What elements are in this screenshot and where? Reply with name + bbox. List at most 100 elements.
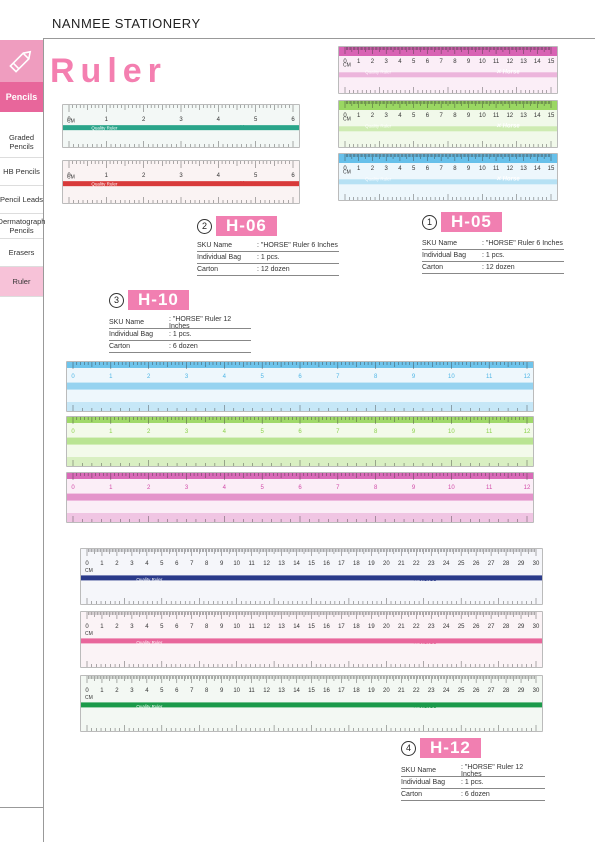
svg-text:23: 23 — [428, 688, 435, 694]
pencil-logo — [0, 40, 43, 82]
sidebar-item-graded-pencils[interactable]: Graded Pencils — [0, 127, 43, 158]
svg-text:6: 6 — [175, 624, 179, 630]
svg-text:8: 8 — [205, 624, 209, 630]
svg-text:0: 0 — [71, 374, 75, 380]
svg-text:4: 4 — [223, 374, 227, 380]
svg-text:1: 1 — [100, 561, 104, 567]
spec-key: SKU Name — [197, 242, 233, 249]
svg-text:Quality Ruler: Quality Ruler — [365, 177, 392, 182]
svg-text:11: 11 — [249, 624, 256, 630]
spec-key: Carton — [109, 343, 131, 350]
svg-text:3: 3 — [185, 485, 189, 491]
svg-text:12: 12 — [263, 688, 270, 694]
ruler-h12-green: 0 1 2 3 4 5 6 7 8 9 10 11 12 13 14 15 16 17 18 19 20 21 22 23 24… — [80, 675, 543, 732]
ruler-artwork: 0 1 2 3 4 5 6 7 8 9 10 11 12 — [67, 362, 533, 411]
svg-text:0: 0 — [343, 59, 347, 65]
svg-text:Quality Ruler: Quality Ruler — [91, 125, 118, 130]
svg-text:12: 12 — [263, 561, 270, 567]
product-code: H-05 — [441, 212, 502, 232]
svg-text:15: 15 — [308, 688, 315, 694]
svg-text:13: 13 — [520, 113, 527, 119]
ruler-h05-magenta: 0 1 2 3 4 5 6 7 8 9 10 11 12 13 14 15 CM Quality Ruler ✕ H… — [338, 46, 558, 94]
svg-text:Quality Ruler: Quality Ruler — [365, 70, 392, 75]
svg-text:10: 10 — [233, 688, 240, 694]
svg-text:9: 9 — [467, 113, 471, 119]
ruler-h10-green: 0 1 2 3 4 5 6 7 8 9 10 11 12 — [66, 416, 534, 467]
sidebar-item-erasers[interactable]: Erasers — [0, 239, 43, 267]
svg-text:2: 2 — [147, 485, 151, 491]
svg-text:4: 4 — [398, 113, 402, 119]
svg-text:19: 19 — [368, 688, 375, 694]
spec-value: : 1 pcs. — [461, 779, 484, 786]
svg-text:✕ Horse: ✕ Horse — [233, 180, 257, 187]
sidebar-item-dermatograph[interactable]: Dermatograph Pencils — [0, 214, 45, 239]
svg-text:13: 13 — [278, 624, 285, 630]
svg-text:13: 13 — [278, 561, 285, 567]
svg-text:9: 9 — [412, 374, 416, 380]
spec-value: : 12 dozen — [257, 266, 290, 273]
svg-text:11: 11 — [486, 485, 493, 491]
ruler-artwork: 0 1 2 3 4 5 6 7 8 9 10 11 12 — [67, 417, 533, 466]
svg-text:30: 30 — [533, 688, 540, 694]
svg-text:5: 5 — [254, 173, 258, 179]
svg-text:10: 10 — [479, 113, 486, 119]
sidebar-item-ruler[interactable]: Ruler — [0, 267, 43, 297]
svg-text:6: 6 — [298, 485, 302, 491]
svg-text:4: 4 — [145, 561, 149, 567]
spec-key: Individual Bag — [109, 331, 153, 338]
svg-text:23: 23 — [428, 561, 435, 567]
svg-text:1: 1 — [100, 688, 104, 694]
svg-text:10: 10 — [448, 485, 455, 491]
svg-text:5: 5 — [160, 624, 164, 630]
svg-text:23: 23 — [428, 624, 435, 630]
svg-text:2: 2 — [142, 117, 146, 123]
svg-text:21: 21 — [398, 688, 405, 694]
spec-value: : 1 pcs. — [169, 331, 192, 338]
svg-text:2: 2 — [115, 561, 119, 567]
svg-text:5: 5 — [412, 113, 416, 119]
svg-text:17: 17 — [338, 624, 345, 630]
svg-text:0: 0 — [67, 117, 71, 123]
svg-text:15: 15 — [548, 113, 555, 119]
svg-text:✕ Horse: ✕ Horse — [413, 703, 437, 710]
svg-text:15: 15 — [548, 166, 555, 172]
svg-text:6: 6 — [426, 113, 430, 119]
svg-text:0: 0 — [67, 173, 71, 179]
sidebar-item-hb-pencils[interactable]: HB Pencils — [0, 158, 43, 186]
svg-text:14: 14 — [534, 166, 541, 172]
svg-text:16: 16 — [323, 561, 330, 567]
svg-text:0: 0 — [85, 561, 89, 567]
svg-text:26: 26 — [473, 688, 480, 694]
spec-key: Individual Bag — [401, 779, 445, 786]
ruler-h10-blue: 0 1 2 3 4 5 6 7 8 9 10 11 12 — [66, 361, 534, 412]
ruler-artwork: 0 1 2 3 4 5 6 7 8 9 10 11 12 13 14 15 16 17 18 19 20 21 22 23 24… — [81, 549, 542, 604]
svg-text:12: 12 — [506, 166, 513, 172]
svg-text:Quality Ruler: Quality Ruler — [136, 577, 163, 582]
sidebar-section-pencils[interactable]: Pencils — [0, 82, 43, 112]
svg-text:15: 15 — [308, 561, 315, 567]
svg-text:✕ Horse: ✕ Horse — [413, 576, 437, 583]
svg-text:20: 20 — [383, 688, 390, 694]
svg-text:5: 5 — [412, 166, 416, 172]
svg-text:7: 7 — [336, 429, 340, 435]
svg-text:8: 8 — [453, 166, 457, 172]
sidebar-item-pencil-leads[interactable]: Pencil Leads — [0, 186, 43, 214]
ruler-artwork: 0 1 2 3 4 5 6 7 8 9 10 11 12 13 14 15 16 17 18 19 20 21 22 23 24… — [81, 612, 542, 667]
svg-text:22: 22 — [413, 624, 420, 630]
svg-text:CM: CM — [85, 695, 93, 701]
svg-text:10: 10 — [233, 561, 240, 567]
svg-text:11: 11 — [493, 166, 500, 172]
svg-text:6: 6 — [426, 59, 430, 65]
svg-text:6: 6 — [298, 374, 302, 380]
svg-text:25: 25 — [458, 561, 465, 567]
svg-text:11: 11 — [493, 59, 500, 65]
svg-text:9: 9 — [220, 688, 224, 694]
svg-text:6: 6 — [175, 688, 179, 694]
svg-text:2: 2 — [142, 173, 146, 179]
svg-text:CM: CM — [343, 116, 351, 122]
svg-text:14: 14 — [534, 113, 541, 119]
svg-text:5: 5 — [412, 59, 416, 65]
svg-text:13: 13 — [278, 688, 285, 694]
svg-text:Quality Ruler: Quality Ruler — [91, 181, 118, 186]
